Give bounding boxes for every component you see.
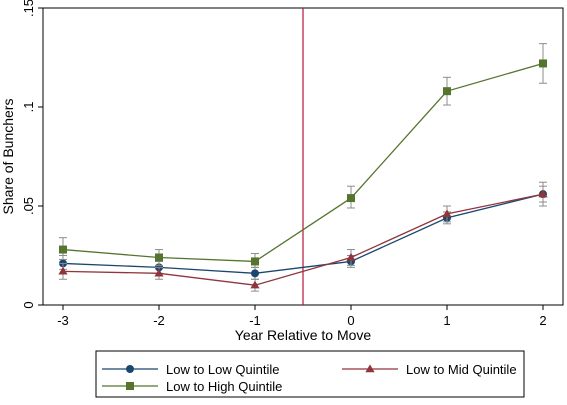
legend-label: Low to Low Quintile <box>166 362 279 377</box>
x-axis-title: Year Relative to Move <box>235 327 372 343</box>
x-tick-label: -1 <box>249 313 261 328</box>
legend-item: Low to Mid Quintile <box>342 362 517 377</box>
y-tick-label: .1 <box>21 102 36 113</box>
x-tick-label: 1 <box>443 313 450 328</box>
data-point <box>59 245 67 254</box>
y-tick-label: .15 <box>21 0 36 17</box>
data-point <box>155 253 163 262</box>
y-tick-label: .05 <box>21 197 36 215</box>
data-point <box>346 252 356 261</box>
y-axis-title: Share of Bunchers <box>0 99 16 215</box>
data-point <box>538 189 548 198</box>
x-tick-label: -2 <box>153 313 165 328</box>
legend-label: Low to High Quintile <box>166 379 282 394</box>
legend: Low to Low Quintile Low to Mid Quintile Lo… <box>95 350 525 398</box>
legend-label: Low to Mid Quintile <box>406 362 517 377</box>
series-line <box>62 193 544 286</box>
series-line <box>62 193 544 274</box>
data-point <box>251 269 259 278</box>
data-point <box>58 266 68 275</box>
data-point <box>251 257 259 266</box>
data-point <box>154 268 164 277</box>
x-tick-label: 2 <box>539 313 546 328</box>
x-tick-label: -3 <box>57 313 69 328</box>
y-axis: 0 .05 .1 .15 <box>21 0 43 309</box>
x-axis: -3 -2 -1 0 1 2 <box>57 305 547 328</box>
data-point <box>539 59 547 68</box>
data-point <box>126 382 134 390</box>
legend-item: Low to High Quintile <box>102 379 282 394</box>
series-line <box>62 62 544 263</box>
series <box>58 181 548 292</box>
data-point <box>250 280 260 289</box>
x-tick-label: 0 <box>347 313 354 328</box>
data-point <box>126 365 134 373</box>
series-group <box>58 43 548 292</box>
legend-item: Low to Low Quintile <box>102 362 279 377</box>
data-point <box>442 209 452 218</box>
legend-box <box>95 350 525 398</box>
data-point <box>347 194 355 203</box>
series <box>59 43 547 268</box>
data-point <box>365 364 375 373</box>
y-tick-label: 0 <box>21 301 36 308</box>
data-point <box>443 87 451 96</box>
